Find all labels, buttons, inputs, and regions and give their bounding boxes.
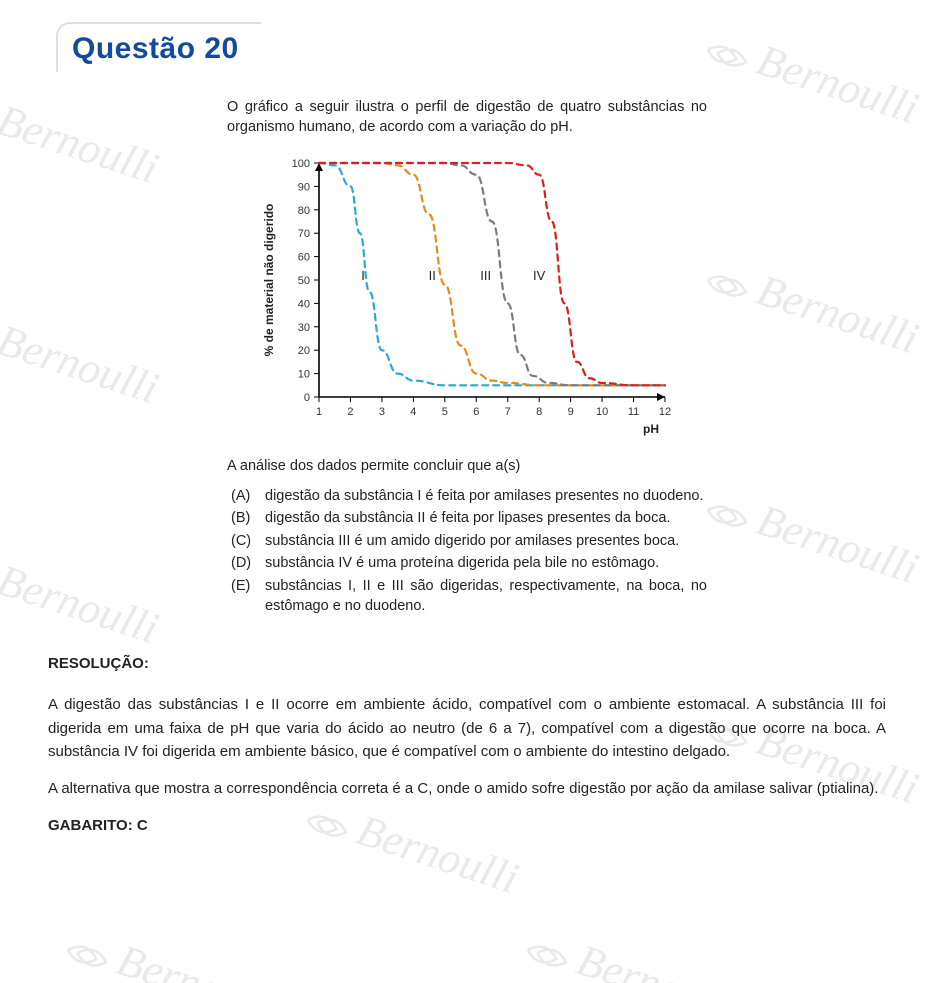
option-row: (C) substância III é um amido digerido po…	[231, 532, 707, 552]
svg-text:30: 30	[298, 322, 310, 334]
options-list: (A) digestão da substância I é feita por …	[231, 487, 707, 616]
svg-text:III: III	[480, 268, 491, 283]
svg-text:9: 9	[568, 406, 574, 418]
svg-text:40: 40	[298, 299, 310, 311]
watermark: Bernoulli	[518, 917, 745, 983]
option-text: digestão da substância I é feita por ami…	[265, 487, 707, 507]
svg-text:50: 50	[298, 275, 310, 287]
svg-text:80: 80	[298, 205, 310, 217]
svg-text:I: I	[361, 268, 365, 283]
svg-text:1: 1	[316, 406, 322, 418]
svg-text:10: 10	[298, 369, 310, 381]
svg-text:pH: pH	[643, 422, 659, 436]
question-title: Questão 20	[72, 32, 239, 66]
svg-text:% de material não digerido: % de material não digerido	[262, 204, 276, 357]
option-row: (A) digestão da substância I é feita por …	[231, 487, 707, 507]
watermark: Bernoulli	[698, 477, 925, 594]
resolution-heading: RESOLUÇÃO:	[48, 652, 886, 675]
analysis-line: A análise dos dados permite concluir que…	[227, 457, 707, 477]
option-text: digestão da substância II é feita por li…	[265, 509, 707, 529]
watermark: Bernoulli	[58, 917, 285, 983]
svg-text:IV: IV	[533, 268, 546, 283]
question-body: O gráfico a seguir ilustra o perfil de d…	[227, 98, 707, 616]
svg-text:6: 6	[473, 406, 479, 418]
watermark: Bernoulli	[0, 297, 165, 414]
digestion-chart: 0102030405060708090100123456789101112pH%…	[257, 153, 677, 443]
svg-text:5: 5	[442, 406, 448, 418]
resolution-paragraph: A alternativa que mostra a correspondênc…	[48, 777, 886, 800]
svg-text:20: 20	[298, 345, 310, 357]
svg-text:12: 12	[659, 406, 671, 418]
svg-text:7: 7	[505, 406, 511, 418]
watermark: Bernoulli	[698, 247, 925, 364]
svg-text:11: 11	[628, 406, 639, 418]
option-row: (B) digestão da substância II é feita por…	[231, 509, 707, 529]
resolution-paragraph: A digestão das substâncias I e II ocorre…	[48, 693, 886, 763]
resolution-section: RESOLUÇÃO: A digestão das substâncias I …	[48, 652, 886, 838]
option-label: (C)	[231, 532, 259, 552]
option-text: substância III é um amido digerido por a…	[265, 532, 707, 552]
watermark: Bernoulli	[0, 77, 165, 194]
watermark: Bernoulli	[0, 537, 165, 654]
svg-text:10: 10	[596, 406, 608, 418]
svg-text:2: 2	[347, 406, 353, 418]
option-label: (E)	[231, 577, 259, 616]
question-lead: O gráfico a seguir ilustra o perfil de d…	[227, 98, 707, 137]
svg-text:0: 0	[304, 392, 310, 404]
svg-text:70: 70	[298, 228, 310, 240]
svg-text:8: 8	[536, 406, 542, 418]
svg-text:3: 3	[379, 406, 385, 418]
question-header: Questão 20	[56, 22, 261, 72]
option-row: (D) substância IV é uma proteína digerida…	[231, 554, 707, 574]
svg-text:100: 100	[292, 158, 310, 170]
option-label: (B)	[231, 509, 259, 529]
option-text: substância IV é uma proteína digerida pe…	[265, 554, 707, 574]
svg-text:II: II	[429, 268, 436, 283]
option-label: (A)	[231, 487, 259, 507]
svg-text:60: 60	[298, 252, 310, 264]
option-text: substâncias I, II e III são digeridas, r…	[265, 577, 707, 616]
option-label: (D)	[231, 554, 259, 574]
answer-key: GABARITO: C	[48, 814, 886, 837]
svg-text:90: 90	[298, 182, 310, 194]
option-row: (E)substâncias I, II e III são digeridas…	[231, 577, 707, 616]
watermark: Bernoulli	[698, 17, 925, 134]
svg-text:4: 4	[410, 406, 416, 418]
